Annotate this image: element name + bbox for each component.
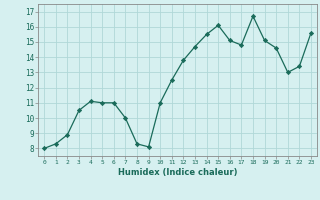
X-axis label: Humidex (Indice chaleur): Humidex (Indice chaleur) [118,168,237,177]
